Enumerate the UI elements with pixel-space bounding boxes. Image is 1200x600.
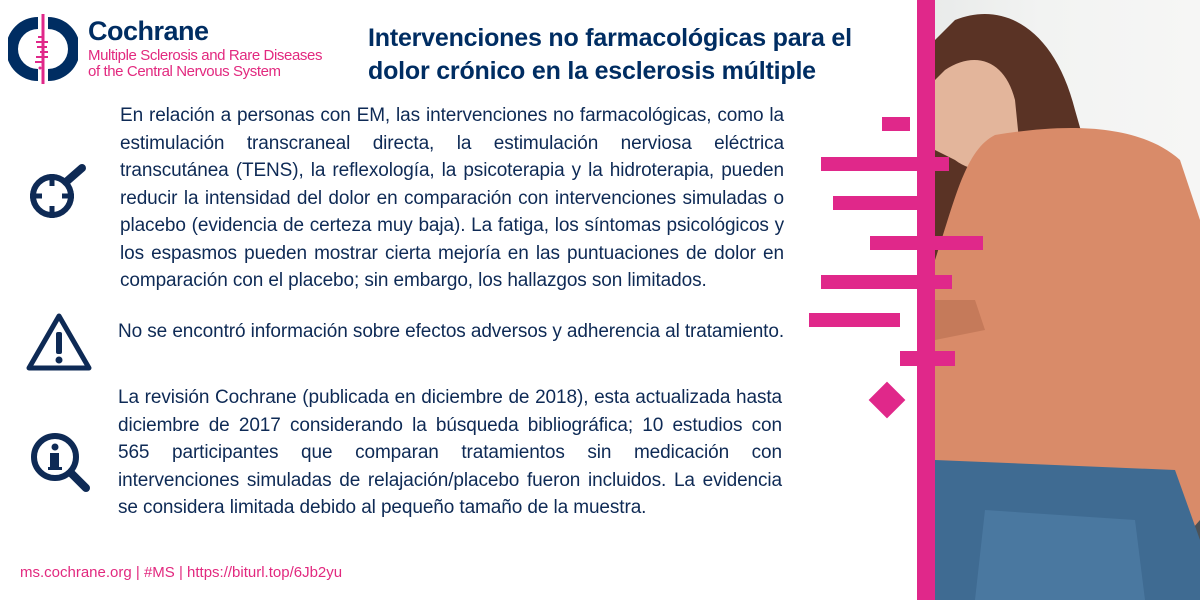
cochrane-logo: Cochrane Multiple Sclerosis and Rare Dis… [8, 14, 348, 84]
adverse-effects-text: No se encontró información sobre efectos… [118, 321, 785, 342]
woman-in-pain-photo [935, 0, 1200, 600]
group-name-line2: of the Central Nervous System [88, 63, 281, 80]
page-title: Intervenciones no farmacológicas para el… [368, 24, 852, 85]
magnifier-target-icon [30, 164, 86, 218]
decorative-bar [882, 117, 910, 131]
decorative-bar [870, 236, 983, 250]
footer-links: ms.cochrane.org | #MS | https://biturl.t… [20, 564, 343, 581]
group-name: Multiple Sclerosis and Rare Diseases of … [88, 48, 322, 80]
review-info-text: La revisión Cochrane (publicada en dicie… [118, 387, 782, 518]
decorative-bar [833, 196, 935, 210]
decorative-bar [821, 275, 952, 289]
brand-name: Cochrane [88, 16, 209, 46]
warning-icon [26, 313, 92, 371]
summary-text: En relación a personas con EM, las inter… [120, 105, 784, 291]
decorative-diamond [868, 381, 906, 419]
cochrane-logo-icon [8, 14, 78, 84]
decorative-bar [809, 313, 900, 327]
decorative-bar [821, 157, 949, 171]
photo-illustration [935, 14, 1200, 600]
decorative-vertical-bar [917, 0, 935, 600]
decorative-bar [900, 351, 955, 366]
info-magnifier-icon [31, 433, 90, 492]
group-name-line1: Multiple Sclerosis and Rare Diseases [88, 47, 323, 64]
